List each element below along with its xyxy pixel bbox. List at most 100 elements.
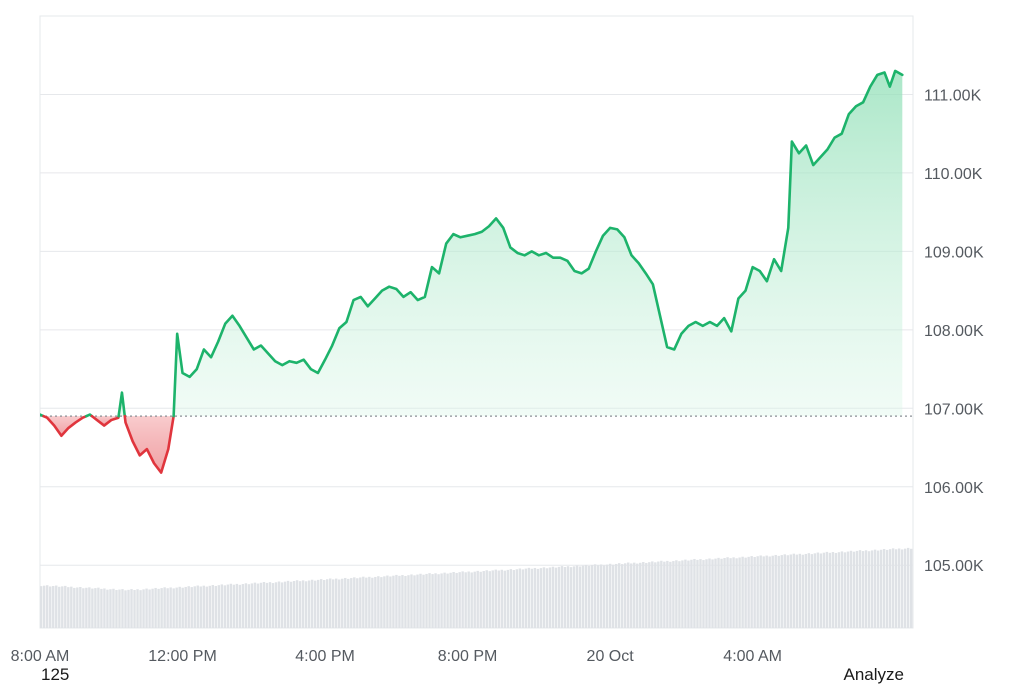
volume-bar [750,556,753,628]
volume-bar [527,567,531,628]
volume-bar [401,575,404,628]
volume-bar [467,571,470,628]
volume-bar [196,585,199,628]
volume-bar [816,552,820,628]
volume-bar [350,578,353,628]
volume-bar [295,580,299,628]
volume-bar [136,589,139,628]
volume-bar [822,552,826,628]
volume-bar [325,579,329,628]
volume-bar [536,568,540,628]
volume-bar [515,569,519,628]
volume-bar [611,564,615,628]
volume-bar [40,586,43,628]
volume-bar [64,585,67,628]
y-tick-label: 107.00K [924,401,984,418]
volume-bar [428,573,431,628]
volume-bar [298,581,302,628]
volume-bar [304,581,308,628]
volume-bar [906,547,910,628]
volume-bar [470,572,473,628]
volume-bar [458,572,461,628]
volume-bar [687,560,690,628]
y-tick-label: 106.00K [924,480,984,497]
volume-bar [52,586,55,628]
volume-bar [241,584,245,628]
volume-bar [359,577,362,628]
volume-bar [485,570,488,628]
volume-bar [91,588,94,628]
volume-bar [672,561,675,628]
volume-bar [220,584,224,628]
volume-bar [368,576,371,628]
volume-bar [834,552,838,628]
volume-bar [301,580,305,628]
volume-bar [332,579,335,628]
volume-bar [172,588,175,628]
volume-bar [699,559,702,628]
volume-bar [229,583,233,628]
volume-bar [244,583,248,628]
volume-bar [900,549,904,628]
volume-bar [578,566,582,628]
volume-bar [46,585,49,628]
volume-bar [744,557,747,628]
volume-bar [867,551,871,628]
volume-bar [392,575,395,628]
volume-bar [801,554,805,628]
volume-bar [184,586,187,628]
x-tick-label: 20 Oct [587,648,635,665]
volume-bar [678,561,681,628]
volume-bar [636,563,639,628]
volume-bar [377,576,380,628]
volume-bar [735,558,738,628]
volume-bar [819,553,823,628]
volume-bar [410,574,413,628]
volume-bar [630,563,633,628]
volume-bar [593,564,597,628]
volume-bar [714,558,717,628]
volume-bar [446,573,449,628]
volume-bar [539,568,543,628]
volume-bar [657,561,660,628]
volume-bar [675,560,678,628]
y-axis-labels: 111.00K 110.00K 109.00K 108.00K 107.00K 106.0… [924,87,984,575]
volume-bar [786,555,789,628]
volume-bar [82,588,85,628]
volume-bar [124,590,127,628]
volume-bar [169,587,172,628]
volume-bar [461,571,464,628]
volume-bar [864,550,868,628]
volume-bar [464,572,467,628]
volume-bar [533,567,537,628]
volume-bar [316,579,320,628]
volume-bar [268,582,272,628]
analyze-button[interactable]: Analyze [843,665,904,684]
volume-bar [651,561,654,628]
volume-bar [888,549,892,628]
x-tick-label: 12:00 PM [148,648,216,665]
volume-bar [563,566,567,628]
volume-bar [335,578,338,628]
volume-bar [455,572,458,628]
volume-bar [374,576,377,628]
volume-bar [232,584,236,628]
volume-bar [891,548,895,628]
volume-bar [497,570,500,628]
volume-bar [310,579,314,628]
volume-bar [205,586,208,628]
volume-bar [283,581,287,628]
price-line-up [172,69,904,418]
volume-bar [443,572,446,628]
volume-bar [798,553,802,628]
volume-bar [560,566,564,628]
area-fill-up [173,70,903,417]
volume-bar [530,568,534,628]
volume-bar [479,571,482,628]
volume-bar [804,553,808,628]
volume-bar [292,581,296,628]
volume-bar [762,556,765,628]
volume-bar [605,564,609,628]
volume-bar [849,550,853,628]
y-tick-label: 109.00K [924,244,984,261]
